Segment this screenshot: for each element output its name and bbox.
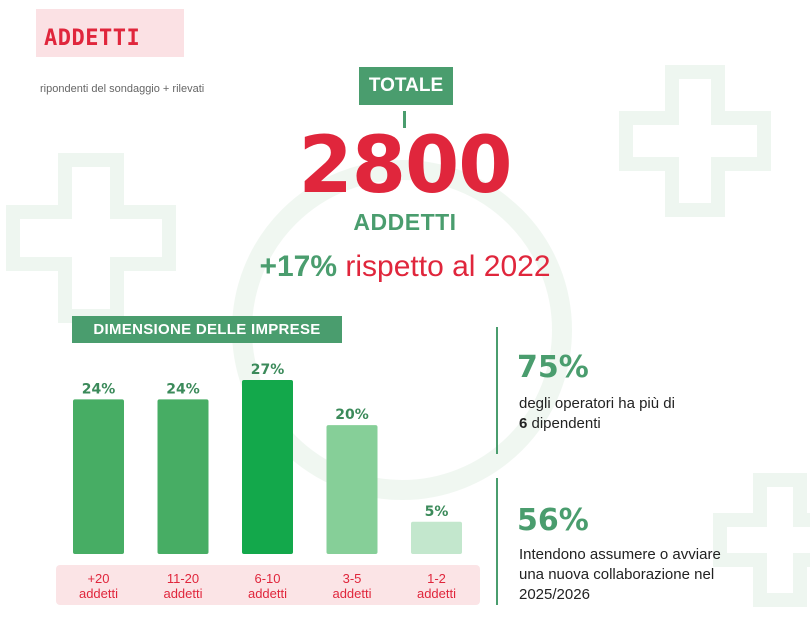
stat-1-bold: 6	[519, 415, 528, 432]
stat-2-text: Intendono assumere o avviare una nuova c…	[519, 545, 779, 605]
stat-1-line1: degli operatori ha più di	[519, 395, 675, 412]
total-connector-line	[403, 111, 406, 128]
growth-line: +17% rispetto al 2022	[200, 247, 610, 287]
category-label-1-line-1: addetti	[163, 586, 202, 601]
stat-1-text: degli operatori ha più di 6 dipendenti	[519, 394, 779, 434]
bar-value-label-0: 24%	[82, 381, 116, 397]
category-label-2-line-1: addetti	[248, 586, 287, 601]
bar-3	[326, 425, 378, 554]
stat-divider-2	[496, 478, 498, 605]
bar-value-label-3: 20%	[335, 407, 369, 423]
bar-value-label-4: 5%	[425, 504, 449, 520]
stat-2-percent: 56%	[517, 503, 589, 538]
stat-2-line1: Intendono assumere o avviare	[519, 546, 721, 563]
category-label-4-line-0: 1-2	[427, 571, 446, 586]
category-label-3-line-0: 3-5	[343, 571, 362, 586]
category-label-0-line-1: addetti	[79, 586, 118, 601]
bar-1	[157, 399, 209, 554]
category-label-1-line-0: 11-20	[167, 571, 199, 586]
bar-2	[242, 380, 293, 554]
category-label-3-line-1: addetti	[332, 586, 371, 601]
header-badge: ADDETTI	[36, 9, 184, 57]
stat-2-line2: una nuova collaborazione nel	[519, 566, 715, 583]
category-label-2-line-0: 6-10	[254, 571, 280, 586]
stat-2-line3: 2025/2026	[519, 586, 590, 603]
stat-1-after: dipendenti	[527, 415, 601, 432]
bar-0	[73, 399, 124, 554]
total-unit: ADDETTI	[353, 209, 457, 235]
bar-value-label-1: 24%	[166, 381, 200, 397]
bar-value-label-2: 27%	[251, 362, 285, 378]
growth-percent: +17%	[259, 250, 338, 283]
total-label: TOTALE	[359, 67, 453, 105]
header-subtitle: ripondenti del sondaggio + rilevati	[40, 83, 205, 95]
stat-1-line2: 6 dipendenti	[519, 414, 779, 434]
chart-title: DIMENSIONE DELLE IMPRESE	[72, 316, 342, 343]
bar-4	[411, 521, 462, 554]
category-label-0-line-0: +20	[87, 571, 109, 586]
category-label-4-line-1: addetti	[417, 586, 456, 601]
category-label-strip	[56, 565, 480, 605]
growth-text: rispetto al 2022	[345, 250, 551, 283]
stat-1-percent: 75%	[517, 350, 589, 385]
stat-divider-1	[496, 327, 498, 454]
header-title: ADDETTI	[44, 26, 141, 51]
total-value: 2800	[298, 121, 512, 211]
